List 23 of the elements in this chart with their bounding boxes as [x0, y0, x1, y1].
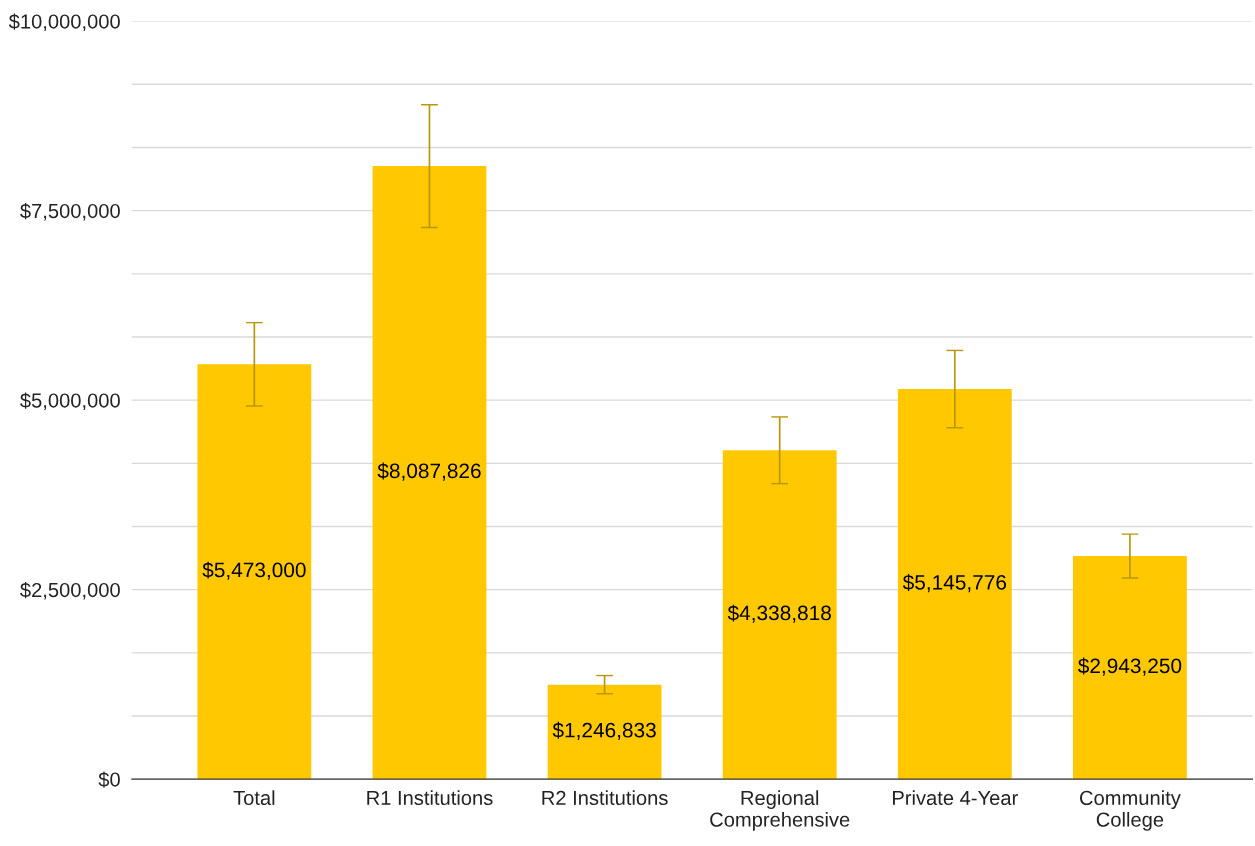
- bar: [1073, 556, 1187, 780]
- data-label: $2,943,250: [1078, 657, 1182, 676]
- bar: [722, 450, 837, 780]
- y-tick-label: $10,000,000: [8, 13, 120, 32]
- data-label: $5,473,000: [202, 561, 306, 580]
- x-tick-label: Community College: [1080, 790, 1181, 831]
- y-tick-label: $2,500,000: [20, 582, 120, 600]
- bar: [897, 389, 1012, 780]
- bar: [372, 166, 487, 780]
- x-tick-label: Regional Comprehensive: [710, 790, 850, 831]
- y-tick-label: $0: [98, 771, 120, 788]
- y-tick-label: $7,500,000: [20, 203, 120, 221]
- bar: [197, 364, 312, 780]
- y-tick-label: $5,000,000: [20, 392, 120, 411]
- bar: [547, 684, 662, 780]
- x-tick-label: R1 Institutions: [367, 790, 493, 806]
- data-label: $8,087,826: [377, 462, 481, 481]
- x-tick-label: R2 Institutions: [542, 790, 668, 806]
- data-label: $1,246,833: [552, 721, 656, 740]
- x-tick-label: Private 4-Year: [893, 790, 1018, 806]
- x-tick-label: Total: [233, 790, 275, 806]
- data-label: $5,145,776: [902, 574, 1007, 593]
- data-label: $4,338,818: [727, 604, 831, 623]
